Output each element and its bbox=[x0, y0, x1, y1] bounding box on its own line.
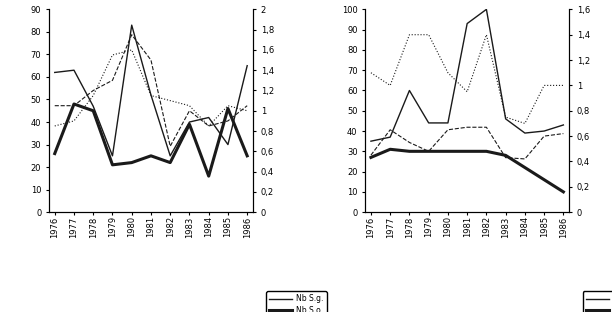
Legend: Nb C.t., Nb U.s., SR C.t., SR U.s.: Nb C.t., Nb U.s., SR C.t., SR U.s. bbox=[583, 291, 612, 312]
Legend: Nb S.g., Nb S.o., SR S.o., SR S.g.: Nb S.g., Nb S.o., SR S.o., SR S.g. bbox=[266, 291, 327, 312]
